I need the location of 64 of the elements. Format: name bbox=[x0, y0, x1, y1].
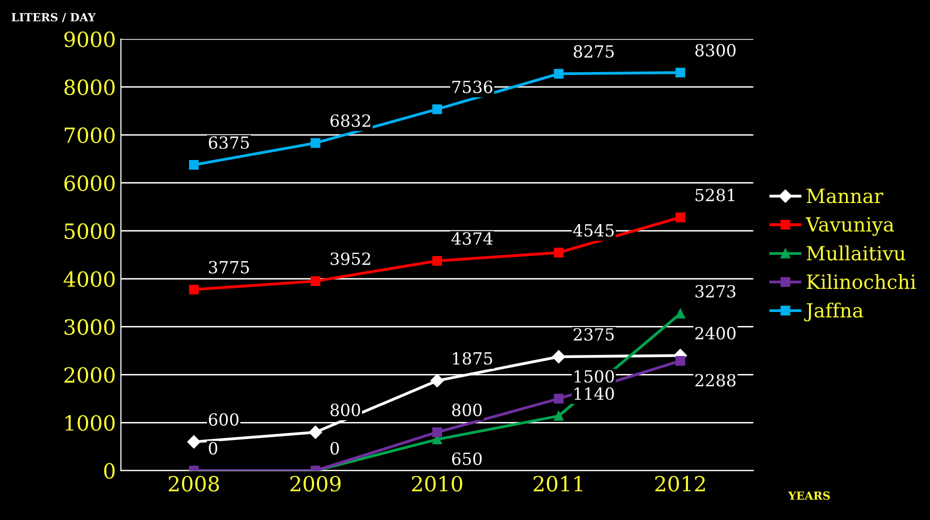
legend-label: Mullaitivu bbox=[806, 246, 906, 261]
x-tick-label: 2012 bbox=[655, 476, 705, 492]
y-tick-label: 7000 bbox=[64, 127, 115, 144]
data-label: 8275 bbox=[574, 45, 614, 58]
point bbox=[554, 394, 564, 404]
data-label: 3952 bbox=[330, 252, 370, 266]
point bbox=[554, 411, 564, 421]
data-label: 0 bbox=[208, 442, 218, 455]
data-label: 5281 bbox=[696, 188, 734, 202]
legend-label: Mannar bbox=[806, 188, 884, 204]
data-label: 1500 bbox=[574, 370, 614, 383]
data-label: 4545 bbox=[573, 224, 614, 237]
point bbox=[552, 350, 566, 364]
y-tick-label: 9000 bbox=[64, 31, 115, 48]
y-tick-label: 4000 bbox=[64, 271, 115, 287]
data-label: 1875 bbox=[453, 352, 492, 365]
data-label: 6375 bbox=[208, 136, 249, 149]
x-tick-label: 2011 bbox=[534, 476, 582, 492]
legend-label: Vavuniya bbox=[806, 217, 894, 236]
point bbox=[430, 374, 444, 388]
point bbox=[308, 426, 322, 439]
point bbox=[432, 256, 442, 266]
data-label: 1140 bbox=[574, 387, 614, 400]
data-label: 7536 bbox=[452, 80, 492, 94]
data-label: 650 bbox=[452, 452, 482, 466]
x-tick-label: 2009 bbox=[290, 476, 341, 492]
data-label: 0 bbox=[330, 442, 339, 455]
point bbox=[310, 138, 320, 148]
data-label: 600 bbox=[208, 413, 238, 426]
point bbox=[675, 308, 686, 319]
legend-label: Kilinochchi bbox=[806, 274, 916, 290]
point bbox=[187, 435, 200, 448]
point bbox=[189, 284, 199, 294]
point bbox=[554, 248, 564, 258]
y-tick-label: 2000 bbox=[64, 367, 115, 383]
data-label: 3273 bbox=[695, 285, 736, 298]
legend-label: Jaffna bbox=[804, 302, 864, 322]
y-tick-label: 6000 bbox=[64, 175, 115, 192]
y-axis-title: LITERS / DAY bbox=[12, 13, 96, 22]
point bbox=[554, 68, 564, 79]
data-label: 2288 bbox=[695, 374, 736, 387]
x-axis-title: YEARS bbox=[788, 491, 830, 500]
data-label: 6832 bbox=[330, 114, 370, 127]
point bbox=[675, 68, 686, 78]
data-label: 8300 bbox=[695, 44, 736, 57]
point bbox=[432, 104, 442, 114]
y-tick-label: 3000 bbox=[64, 319, 115, 335]
y-tick-label: 8000 bbox=[64, 79, 115, 96]
point bbox=[310, 276, 320, 286]
x-tick-label: 2008 bbox=[168, 476, 219, 492]
y-tick-label: 0 bbox=[104, 463, 115, 479]
point bbox=[189, 160, 199, 170]
data-label: 2375 bbox=[574, 328, 614, 341]
y-tick-label: 5000 bbox=[64, 223, 115, 240]
data-label: 4374 bbox=[452, 232, 493, 245]
y-tick-label: 1000 bbox=[66, 415, 115, 431]
data-label: 800 bbox=[452, 404, 482, 416]
point bbox=[432, 427, 442, 438]
x-tick-label: 2010 bbox=[412, 476, 462, 492]
point bbox=[675, 356, 686, 366]
point bbox=[675, 212, 686, 222]
data-label: 3775 bbox=[209, 260, 249, 274]
data-label: 800 bbox=[330, 404, 360, 416]
data-label: 2400 bbox=[695, 326, 736, 340]
